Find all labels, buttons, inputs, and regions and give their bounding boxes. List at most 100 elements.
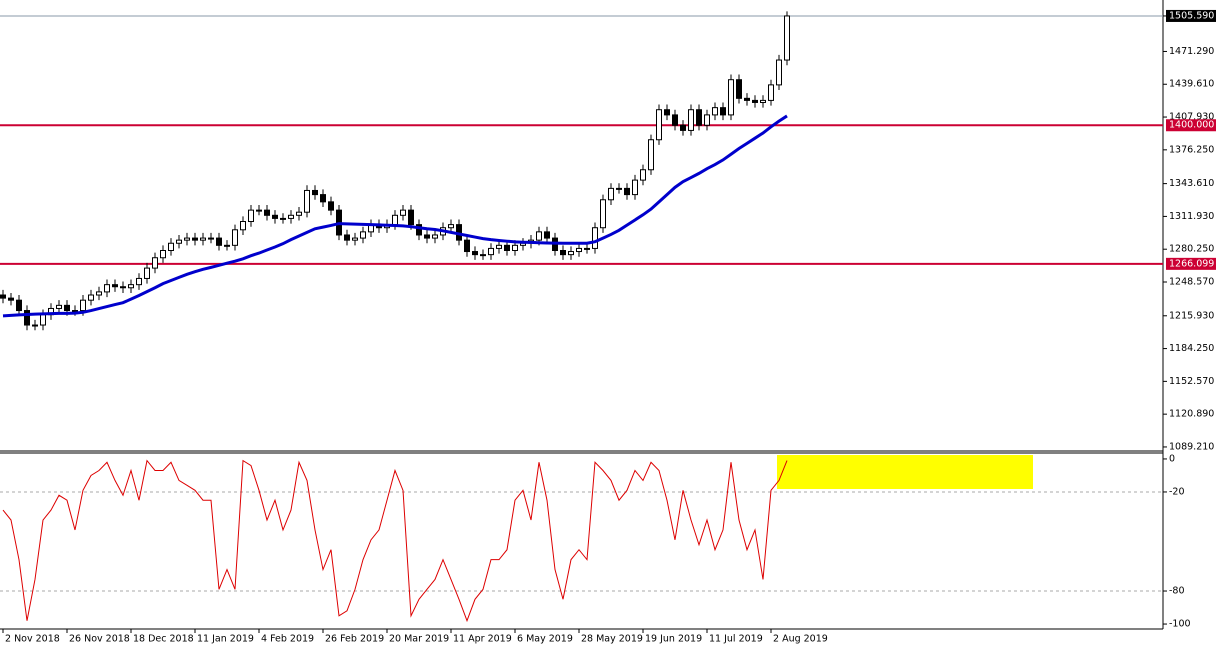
candle-body [704, 114, 710, 126]
candle-body [720, 107, 726, 116]
level-label: 1400.000 [1169, 120, 1214, 131]
candle-body [416, 224, 422, 236]
candle-body [352, 237, 358, 241]
candle-body [320, 194, 326, 203]
candle-body [112, 284, 118, 288]
candle-body [304, 189, 310, 213]
candle-body [488, 247, 494, 256]
candle-body [96, 291, 102, 296]
candle-body [560, 249, 566, 256]
candle-body [312, 189, 318, 196]
y-tick-label: 1311.930 [1169, 211, 1214, 222]
candle-body [568, 251, 574, 256]
x-tick-label: 2 Aug 2019 [773, 634, 828, 645]
candle-body [728, 79, 734, 116]
candle-body [736, 79, 742, 99]
candle-body [752, 99, 758, 103]
candle-body [616, 187, 622, 190]
candle-body [296, 211, 302, 216]
candle-body [512, 244, 518, 251]
y-tick-label: 1505.590 [1169, 10, 1214, 21]
y-tick-label: 1343.610 [1169, 178, 1214, 189]
candle-body [768, 84, 774, 101]
candle-body [232, 229, 238, 246]
oscillator-line [2, 459, 788, 623]
y-tick-label: 1120.890 [1169, 409, 1214, 420]
candle-body [120, 286, 126, 289]
y-tick-label: 1152.570 [1169, 376, 1214, 387]
candle-body [280, 217, 286, 220]
candle-body [80, 299, 86, 312]
candle-body [600, 199, 606, 229]
candle-body [160, 249, 166, 259]
x-tick-label: 4 Feb 2019 [261, 634, 314, 645]
candle-body [240, 221, 246, 231]
y-tick-label: 1376.250 [1169, 144, 1214, 155]
candle-body [56, 304, 62, 309]
y-tick-label: -80 [1169, 586, 1185, 597]
candle-body [632, 179, 638, 196]
candle-body [696, 109, 702, 126]
candle-body [464, 239, 470, 253]
level-label-box [1166, 119, 1216, 132]
candle-body [408, 209, 414, 226]
candle-body [32, 324, 38, 327]
candle-body [640, 169, 646, 181]
candle-body [200, 237, 206, 241]
level-label-box [1166, 257, 1216, 270]
x-tick-label: 18 Dec 2018 [133, 634, 194, 645]
candle-body [392, 214, 398, 226]
x-tick-label: 28 May 2019 [581, 634, 643, 645]
y-tick-label: 1089.210 [1169, 441, 1214, 452]
candle-body [672, 114, 678, 126]
x-tick-label: 26 Nov 2018 [69, 634, 130, 645]
y-tick-label: 1248.570 [1169, 276, 1214, 287]
y-tick-label: 1439.610 [1169, 79, 1214, 90]
candle-body [664, 109, 670, 116]
candle-body [584, 247, 590, 250]
candle-body [72, 310, 78, 313]
candle-body [688, 109, 694, 131]
candle-body [624, 187, 630, 196]
y-tick-label: 0 [1169, 453, 1175, 464]
y-tick-label: 1184.250 [1169, 343, 1214, 354]
candle-body [288, 214, 294, 219]
x-tick-label: 2 Nov 2018 [5, 634, 60, 645]
candle-body [744, 97, 750, 101]
y-tick-label: -100 [1169, 619, 1191, 630]
y-tick-label: 1280.250 [1169, 244, 1214, 255]
y-tick-label: 1215.930 [1169, 310, 1214, 321]
candle-body [432, 234, 438, 239]
candle-body [104, 284, 110, 293]
candle-body [328, 201, 334, 211]
candle-body [168, 242, 174, 251]
candle-body [184, 237, 190, 241]
x-tick-label: 11 Jan 2019 [197, 634, 254, 645]
candle-body [576, 247, 582, 253]
candle-body [776, 59, 782, 86]
candle-body [208, 237, 214, 240]
candle-body [480, 254, 486, 257]
y-tick-label: 1407.930 [1169, 112, 1214, 123]
candle-body [64, 304, 70, 312]
candle-body [176, 239, 182, 244]
candle-body [544, 231, 550, 239]
candle-body [8, 297, 14, 301]
current-price-box [1166, 9, 1216, 22]
candle-body [216, 237, 222, 246]
candle-body [472, 251, 478, 256]
y-tick-label: 1471.290 [1169, 46, 1214, 57]
candle-body [680, 124, 686, 131]
candle-body [760, 99, 766, 103]
rectangle-object [777, 455, 1033, 489]
candle-body [264, 209, 270, 216]
candle-body [712, 107, 718, 116]
candle-body [360, 231, 366, 239]
candle-body [256, 209, 262, 212]
x-tick-label: 6 May 2019 [517, 634, 573, 645]
candle-body [344, 234, 350, 241]
x-tick-label: 26 Feb 2019 [325, 634, 384, 645]
moving-average-line [2, 114, 788, 318]
